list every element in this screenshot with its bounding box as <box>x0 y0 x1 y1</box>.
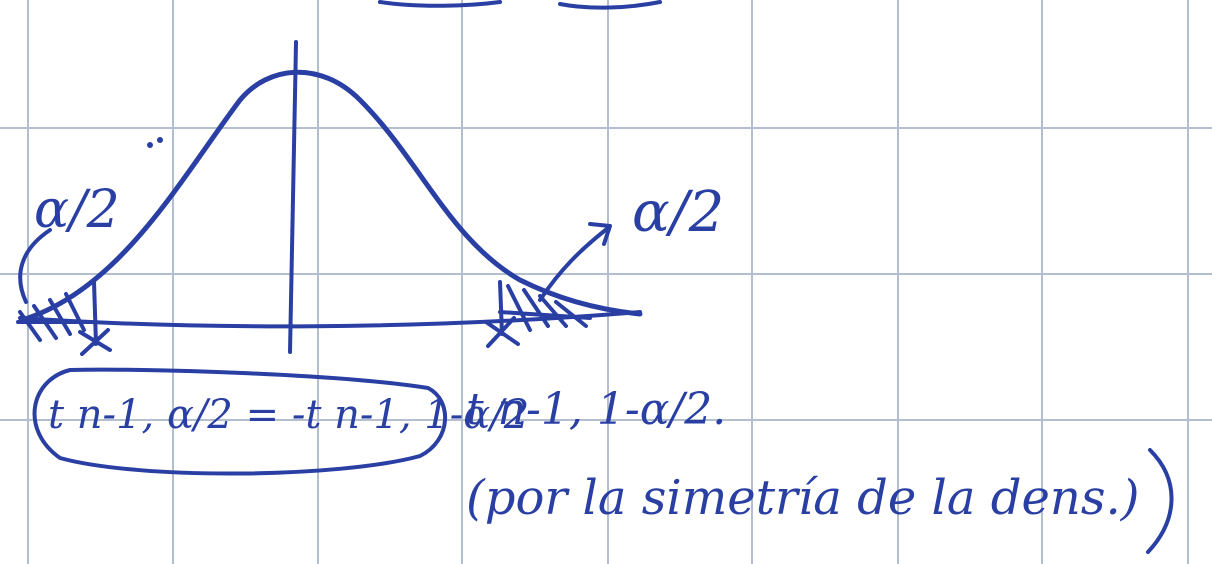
horizontal-axis <box>18 310 642 329</box>
left-tail-hatch <box>16 292 92 342</box>
left-tail-arrow <box>18 228 52 304</box>
vertical-axis <box>288 40 298 354</box>
left-critical-tick <box>78 280 112 356</box>
density-curve <box>19 69 643 323</box>
highlight-loop <box>32 367 448 476</box>
top-scribble <box>378 0 662 10</box>
right-tail-arrow <box>538 222 612 302</box>
left-quantile-label: t n-1, α/2 = -t n-1, 1-α/2 <box>48 392 530 438</box>
right-tail-label: α/2 <box>632 180 725 245</box>
right-critical-tick <box>484 316 520 348</box>
note-bracket <box>1146 448 1174 554</box>
right-tail-hatch <box>498 280 592 336</box>
left-tail-label: α/2 <box>34 180 120 240</box>
right-quantile-label: t n-1, 1-α/2. <box>466 384 727 435</box>
ink-dot <box>147 142 153 148</box>
symmetry-note: (por la simetría de la dens.) <box>466 470 1140 526</box>
ink-dot <box>157 137 163 143</box>
